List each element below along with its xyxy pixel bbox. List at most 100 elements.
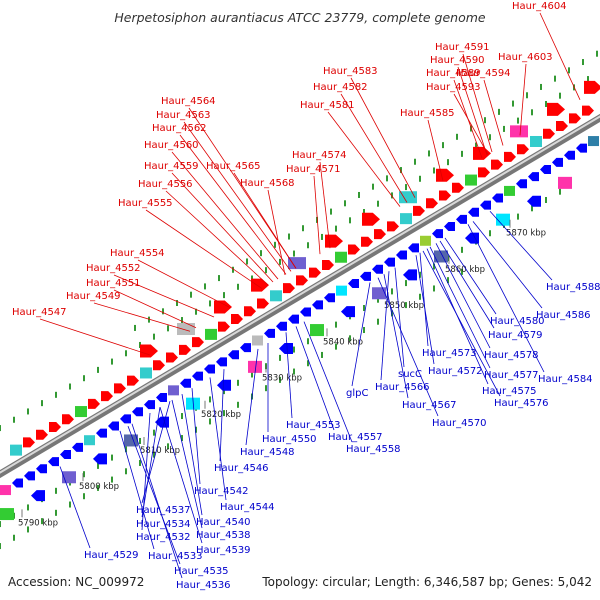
reverse-gene-arrow	[432, 229, 443, 239]
gene-label[interactable]: Haur_4550	[262, 434, 317, 445]
gene-label[interactable]: Haur_4560	[144, 140, 199, 151]
gene-label[interactable]: Haur_4583	[323, 66, 378, 77]
gene-label[interactable]: Haur_4591	[435, 42, 490, 53]
track-dot	[167, 325, 169, 332]
track-dot	[526, 92, 528, 99]
gene-block	[84, 435, 95, 446]
gene-label[interactable]: Haur_4549	[66, 291, 121, 302]
gene-label[interactable]: Haur_4529	[84, 550, 139, 561]
gene-label[interactable]: Haur_4553	[286, 420, 341, 431]
forward-gene-arrow	[387, 221, 399, 232]
track-dot	[27, 504, 29, 511]
gene-label[interactable]: Haur_4551	[86, 278, 141, 289]
gene-label[interactable]: Haur_4570	[432, 418, 487, 429]
gene-label[interactable]: Haur_4535	[174, 566, 229, 577]
gene-label[interactable]: Haur_4568	[240, 178, 295, 189]
gene-label[interactable]: Haur_4538	[196, 530, 251, 541]
gene-label[interactable]: Haur_4542	[194, 486, 249, 497]
kbp-tick-label: 5800 kbp	[79, 482, 119, 492]
track-dot	[419, 271, 421, 278]
track-dot	[428, 150, 430, 157]
label-leader-line	[183, 121, 292, 272]
track-dot	[377, 296, 379, 303]
gene-label[interactable]: Haur_4565	[206, 161, 261, 172]
forward-gene-arrow	[114, 383, 126, 394]
gene-label[interactable]: Haur_4547	[12, 307, 67, 318]
gene-label[interactable]: sucC	[398, 369, 422, 380]
label-leader-line	[457, 66, 488, 156]
gene-label[interactable]: Haur_4603	[498, 52, 553, 63]
forward-gene-arrow	[231, 313, 243, 324]
forward-gene-arrow	[296, 275, 308, 286]
gene-label[interactable]: Haur_4604	[512, 1, 567, 12]
gene-label[interactable]: Haur_4546	[214, 463, 269, 474]
label-leader-line	[233, 172, 297, 269]
gene-label[interactable]: Haur_4556	[138, 179, 193, 190]
track-dot	[274, 241, 276, 248]
kbp-tick-label: 5860 kbp	[445, 265, 485, 275]
gene-label[interactable]: Haur_4590	[430, 55, 485, 66]
gene-label[interactable]: Haur_4540	[196, 517, 251, 528]
gene-label[interactable]: Haur_4584	[538, 374, 593, 385]
reverse-gene-arrow	[120, 414, 131, 424]
gene-label[interactable]: Haur_4548	[240, 447, 295, 458]
gene-label[interactable]: Haur_4575	[482, 386, 537, 397]
gene-label[interactable]: Haur_4563	[156, 110, 211, 121]
gene-label[interactable]: Haur_4552	[86, 263, 141, 274]
gene-label[interactable]: Haur_4566	[375, 382, 430, 393]
gene-label[interactable]: Haur_4558	[346, 444, 401, 455]
gene-label[interactable]: Haur_4571	[286, 164, 341, 175]
gene-label[interactable]: Haur_4589	[426, 68, 481, 79]
gene-label[interactable]: Haur_4567	[402, 400, 457, 411]
gene-label[interactable]: Haur_4579	[488, 330, 543, 341]
gene-label[interactable]: Haur_4572	[428, 366, 483, 377]
gene-label[interactable]: Haur_4536	[176, 580, 231, 591]
gene-label[interactable]: Haur_4581	[300, 100, 355, 111]
track-dot	[27, 526, 29, 533]
label-leader-line	[435, 243, 491, 349]
gene-label[interactable]: Haur_4539	[196, 545, 251, 556]
gene-label[interactable]: Haur_4557	[328, 432, 383, 443]
gene-label[interactable]: Haur_4573	[422, 348, 477, 359]
track-dot	[125, 468, 127, 475]
label-leader-line	[131, 423, 183, 579]
label-leader-line	[415, 255, 435, 365]
gene-label[interactable]: Haur_4564	[161, 96, 216, 107]
gene-label[interactable]: glpC	[346, 388, 368, 399]
track-dot	[512, 100, 514, 107]
reverse-gene-arrow	[360, 271, 371, 281]
reverse-gene-arrow	[216, 357, 227, 367]
gene-label[interactable]: Haur_4537	[136, 505, 191, 516]
label-leader-line	[39, 318, 151, 356]
gene-label[interactable]: Haur_4554	[110, 248, 165, 259]
gene-label[interactable]: Haur_4578	[484, 350, 539, 361]
gene-label[interactable]: Haur_4544	[220, 502, 275, 513]
gene-label[interactable]: Haur_4593	[426, 82, 481, 93]
gene-label[interactable]: Haur_4588	[546, 282, 600, 293]
gene-block	[270, 290, 282, 302]
gene-label[interactable]: Haur_4574	[292, 150, 347, 161]
label-leader-line	[127, 425, 181, 565]
gene-label[interactable]: Haur_4582	[313, 82, 368, 93]
gene-block	[310, 324, 324, 337]
track-dot	[405, 280, 407, 287]
gene-label[interactable]: Haur_4585	[400, 108, 455, 119]
label-leader-line	[327, 111, 401, 207]
label-leader-line	[340, 93, 408, 203]
gene-label[interactable]: Haur_4580	[490, 316, 545, 327]
track-dot	[125, 350, 127, 357]
gene-label[interactable]: Haur_4577	[484, 370, 539, 381]
gene-label[interactable]: Haur_4562	[152, 123, 207, 134]
gene-label[interactable]: Haur_4586	[536, 310, 591, 321]
track-dot	[545, 100, 547, 107]
gene-label[interactable]: Haur_4559	[144, 161, 199, 172]
gene-label[interactable]: Haur_4534	[136, 519, 191, 530]
forward-gene-arrow	[251, 278, 269, 292]
gene-label[interactable]: Haur_4594	[456, 68, 511, 79]
track-dot	[349, 335, 351, 342]
forward-gene-arrow	[309, 267, 321, 278]
gene-label[interactable]: Haur_4555	[118, 198, 173, 209]
gene-label[interactable]: Haur_4576	[494, 398, 549, 409]
gene-label[interactable]: Haur_4532	[136, 532, 191, 543]
reverse-gene-arrow	[324, 293, 335, 303]
